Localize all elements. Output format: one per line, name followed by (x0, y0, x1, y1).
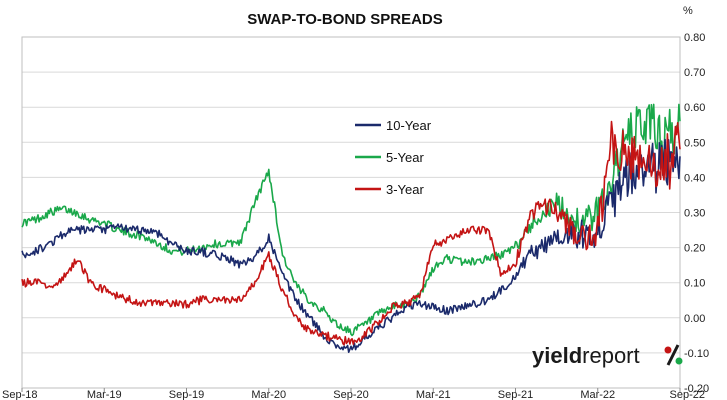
y-tick-label: 0.80 (684, 32, 705, 44)
y-tick-label: 0.60 (684, 102, 705, 114)
x-tick-label: Mar-22 (580, 389, 615, 400)
x-tick-label: Sep-22 (670, 389, 705, 400)
series-line-3-year (21, 120, 681, 346)
x-tick-label: Sep-21 (498, 389, 533, 400)
y-tick-label: 0.70 (684, 67, 705, 79)
x-axis: Sep-18 Mar-19 Sep-19 Mar-20 Sep-20 Mar-21 Sep-… (2, 388, 705, 400)
y-tick-label: 0.00 (684, 313, 705, 325)
percent-dot-bottom (675, 357, 683, 365)
y-tick-label: -0.10 (684, 348, 709, 360)
y-tick-label: 0.10 (684, 278, 705, 290)
x-tick-label: Mar-20 (251, 389, 286, 400)
legend: 10-Year 5-Year 3-Year (355, 118, 432, 197)
x-tick-label: Mar-19 (87, 389, 122, 400)
y-axis: 0.80 0.70 0.60 0.50 0.40 0.30 0.20 0.10 0.00 -0.1… (684, 32, 709, 395)
y-tick-label: 0.30 (684, 208, 705, 220)
series-line-10-year (21, 138, 681, 353)
x-tick-label: Mar-21 (416, 389, 451, 400)
y-tick-label: 0.20 (684, 243, 705, 255)
series-lines (21, 103, 681, 353)
y-tick-label: -0.20 (684, 383, 709, 395)
brand-name-part1: yield (532, 343, 582, 368)
y-axis-unit-label: % (683, 5, 693, 17)
percent-slash (666, 344, 680, 366)
svg-text:yieldreport: yieldreport (532, 343, 640, 368)
brand-name-part2: report (582, 343, 639, 368)
legend-label-3-year: 3-Year (386, 182, 424, 197)
legend-label-10-year: 10-Year (386, 118, 432, 133)
y-tick-label: 0.50 (684, 137, 705, 149)
x-tick-label: Sep-20 (333, 389, 368, 400)
yieldreport-logo: yieldreport (532, 343, 683, 368)
x-tick-label: Sep-18 (2, 389, 37, 400)
x-tick-label: Sep-19 (169, 389, 204, 400)
legend-label-5-year: 5-Year (386, 150, 424, 165)
percent-logo-icon (664, 344, 683, 366)
percent-dot-top (664, 346, 672, 354)
chart-title: SWAP-TO-BOND SPREADS (247, 11, 443, 28)
y-tick-label: 0.40 (684, 172, 705, 184)
